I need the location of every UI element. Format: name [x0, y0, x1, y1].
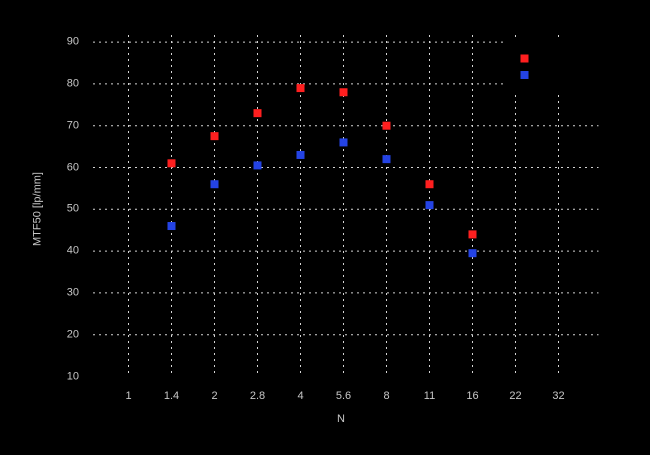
data-point-red-series [468, 230, 477, 239]
legend-box [503, 40, 599, 93]
data-point-red-series [339, 88, 348, 97]
x-tick-label: 1.4 [163, 390, 180, 402]
x-tick-label: 4 [297, 390, 304, 402]
data-point-blue-series [296, 150, 305, 159]
x-tick-label: 2 [211, 390, 218, 402]
data-point-red-series [425, 180, 434, 189]
x-axis-title: N [337, 413, 345, 425]
data-point-red-series [382, 121, 391, 130]
y-tick-label: 60 [66, 161, 79, 173]
x-tick-label: 22 [509, 390, 522, 402]
data-point-blue-series [253, 161, 262, 170]
x-tick-label: 11 [423, 390, 436, 402]
y-tick-label: 30 [66, 286, 79, 299]
data-point-red-series [296, 84, 305, 93]
y-tick-label: 40 [66, 244, 79, 257]
data-point-red-series [167, 159, 176, 168]
x-tick-label: 16 [466, 390, 479, 402]
data-point-blue-series [339, 138, 348, 147]
y-tick-label: 80 [66, 77, 79, 90]
y-tick-label: 70 [66, 119, 79, 132]
x-tick-label: 8 [383, 390, 390, 402]
y-axis-title: MTF50 [lp/mm] [31, 172, 44, 246]
x-tick-label: 2.8 [249, 390, 266, 402]
x-tick-label: 1 [125, 390, 132, 402]
data-point-red-series [210, 132, 219, 141]
data-point-blue-series [210, 180, 219, 189]
y-tick-label: 50 [66, 202, 79, 215]
data-point-blue-series [382, 155, 391, 164]
x-tick-label: 32 [552, 390, 565, 402]
legend-marker-red [520, 54, 529, 63]
data-point-blue-series [468, 249, 477, 258]
data-point-blue-series [425, 201, 434, 210]
legend-marker-blue [520, 71, 529, 79]
data-point-blue-series [167, 222, 176, 231]
x-tick-label: 5.6 [335, 390, 352, 402]
y-tick-label: 10 [66, 370, 79, 382]
data-point-red-series [253, 109, 262, 118]
y-tick-label: 90 [66, 35, 79, 48]
y-tick-label: 20 [66, 328, 79, 341]
